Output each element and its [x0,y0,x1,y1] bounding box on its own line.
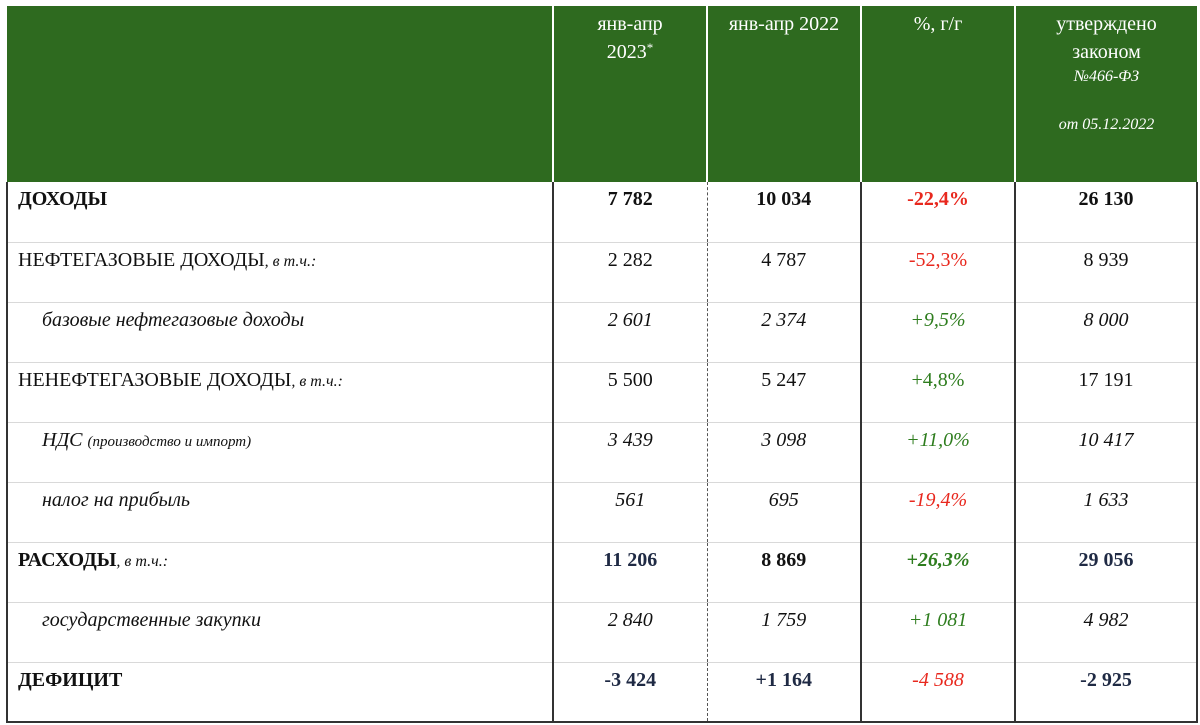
row-note: , в т.ч.: [264,252,317,270]
row-label: РАСХОДЫ, в т.ч.: [6,542,554,603]
row-label: НЕФТЕГАЗОВЫЕ ДОХОДЫ, в т.ч.: [6,242,554,303]
header-2023-line2: 2023 [606,41,647,63]
cell-law: 10 417 [1015,422,1198,483]
row-title: ДОХОДЫ [18,188,108,210]
table-row-public-procurement: государственные закупки 2 840 1 759 +1 0… [6,602,1198,663]
cell-2023: 2 601 [553,302,708,363]
header-empty-cell [7,6,553,182]
cell-2022: +1 164 [707,662,862,723]
cell-2022: 695 [707,482,862,543]
cell-2022: 2 374 [707,302,862,363]
cell-yoy: +26,3% [861,542,1016,603]
cell-2022: 5 247 [707,362,862,423]
table-row-vat: НДС (производство и импорт) 3 439 3 098 … [6,422,1198,483]
table-row-oil-gas-revenues: НЕФТЕГАЗОВЫЕ ДОХОДЫ, в т.ч.: 2 282 4 787… [6,242,1198,303]
table-row-non-oil-gas-revenues: НЕНЕФТЕГАЗОВЫЕ ДОХОДЫ, в т.ч.: 5 500 5 2… [6,362,1198,423]
cell-yoy: +11,0% [861,422,1016,483]
row-title: базовые нефтегазовые доходы [42,308,305,331]
row-title: НДС [42,428,83,451]
row-label: НЕНЕФТЕГАЗОВЫЕ ДОХОДЫ, в т.ч.: [6,362,554,423]
table-row-revenues: ДОХОДЫ 7 782 10 034 -22,4% 26 130 [6,182,1198,243]
budget-table: янв-апр 2023* янв-апр 2022 %, г/г утверж… [6,6,1198,723]
cell-2023: 2 840 [553,602,708,663]
cell-2022: 3 098 [707,422,862,483]
cell-law: 8 000 [1015,302,1198,363]
cell-yoy: +9,5% [861,302,1016,363]
table-row-expenditures: РАСХОДЫ, в т.ч.: 11 206 8 869 +26,3% 29 … [6,542,1198,603]
row-label: НДС (производство и импорт) [6,422,554,483]
cell-law: -2 925 [1015,662,1198,723]
cell-2022: 1 759 [707,602,862,663]
cell-yoy: +1 081 [861,602,1016,663]
row-note: , в т.ч.: [291,372,343,390]
cell-law: 4 982 [1015,602,1198,663]
cell-2023: 3 439 [553,422,708,483]
header-approved-by-law: утверждено законом №466-ФЗ от 05.12.2022 [1014,6,1197,182]
cell-law: 8 939 [1015,242,1198,303]
row-title: ДЕФИЦИТ [18,668,123,691]
table-row-deficit: ДЕФИЦИТ -3 424 +1 164 -4 588 -2 925 [6,662,1198,723]
header-law-line1: утверждено [1056,13,1157,35]
row-title: государственные закупки [42,608,262,631]
cell-2023: 561 [553,482,708,543]
row-title: НЕФТЕГАЗОВЫЕ ДОХОДЫ [18,248,265,271]
header-law-number: №466-ФЗ [1073,68,1140,85]
header-law-line2: законом [1072,41,1141,63]
cell-2022: 10 034 [707,182,862,243]
header-jan-apr-2022: янв-апр 2022 [706,6,861,182]
cell-2023: 2 282 [553,242,708,303]
cell-yoy: +4,8% [861,362,1016,423]
row-note: (производство и импорт) [87,433,252,450]
cell-law: 1 633 [1015,482,1198,543]
cell-2023: -3 424 [553,662,708,723]
cell-2023: 11 206 [553,542,708,603]
header-yoy-percent: %, г/г [860,6,1015,182]
row-label: государственные закупки [6,602,554,663]
cell-2022: 4 787 [707,242,862,303]
table-body: ДОХОДЫ 7 782 10 034 -22,4% 26 130 НЕФТЕГ… [6,182,1198,723]
row-label: ДОХОДЫ [6,182,554,243]
cell-2023: 5 500 [553,362,708,423]
header-2023-line1: янв-апр [597,13,663,35]
row-label: базовые нефтегазовые доходы [6,302,554,363]
row-note: , в т.ч.: [116,552,169,570]
cell-law: 29 056 [1015,542,1198,603]
cell-yoy: -22,4% [861,182,1016,243]
row-title: НЕНЕФТЕГАЗОВЫЕ ДОХОДЫ [18,368,292,391]
cell-law: 17 191 [1015,362,1198,423]
header-jan-apr-2023: янв-апр 2023* [552,6,707,182]
cell-2022: 8 869 [707,542,862,603]
footnote-mark: * [646,40,654,55]
table-header: янв-апр 2023* янв-апр 2022 %, г/г утверж… [7,6,1197,182]
header-row: янв-апр 2023* янв-апр 2022 %, г/г утверж… [7,6,1197,182]
header-law-date: от 05.12.2022 [1058,116,1155,133]
table-row-profit-tax: налог на прибыль 561 695 -19,4% 1 633 [6,482,1198,543]
row-label: ДЕФИЦИТ [6,662,554,723]
cell-yoy: -19,4% [861,482,1016,543]
cell-yoy: -4 588 [861,662,1016,723]
row-label: налог на прибыль [6,482,554,543]
budget-table-frame: янв-апр 2023* янв-апр 2022 %, г/г утверж… [6,6,1198,723]
row-title: налог на прибыль [42,488,191,511]
table-row-base-oil-gas-revenues: базовые нефтегазовые доходы 2 601 2 374 … [6,302,1198,363]
cell-2023: 7 782 [553,182,708,243]
cell-yoy: -52,3% [861,242,1016,303]
row-title: РАСХОДЫ [18,548,117,571]
cell-law: 26 130 [1015,182,1198,243]
